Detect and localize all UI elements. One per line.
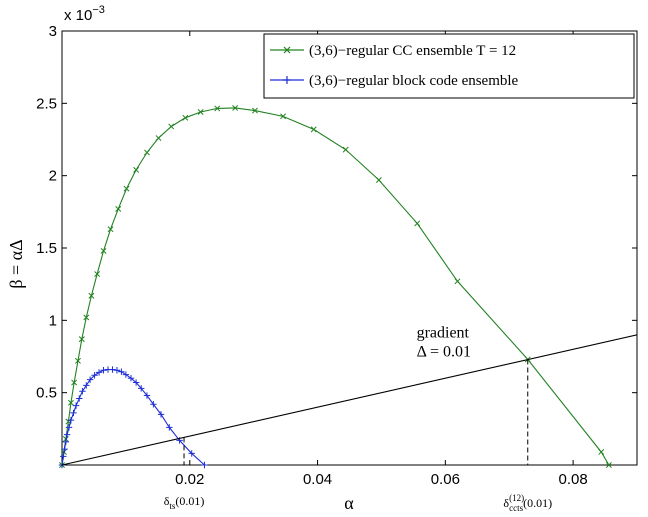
delta-ts-label: δts(0.01) (164, 494, 205, 511)
block-data-point-marker (127, 375, 135, 382)
y-tick-label: 3 (49, 23, 57, 40)
cc-data-point-marker (71, 379, 78, 386)
cc-data-point-marker (75, 357, 81, 364)
legend-label-cc: (3,6)−regular CC ensemble T = 12 (309, 43, 516, 59)
cc-data-point-marker (454, 278, 461, 285)
cc-data-point-marker (115, 205, 122, 212)
legend: (3,6)−regular CC ensemble T = 12 (3,6)−r… (263, 33, 635, 99)
x-tick-label: 0.02 (175, 471, 204, 488)
cc-data-point-marker (100, 247, 107, 254)
gradient-annotation-line1: gradient (417, 324, 470, 341)
cc-data-point-marker (83, 314, 90, 321)
cc-data-point-marker (94, 271, 101, 277)
legend-label-block: (3,6)−regular block code ensemble (309, 73, 519, 89)
block-data-point-marker (157, 411, 165, 418)
block-data-point-marker (67, 416, 75, 424)
y-tick-label: 2 (49, 168, 57, 185)
cc-data-point-marker (78, 336, 85, 343)
cc-data-point-marker (168, 123, 175, 130)
cc-data-point-marker (107, 226, 114, 233)
block-data-point-marker (86, 376, 94, 383)
cc-data-point-marker (605, 462, 612, 468)
series-layer (58, 105, 638, 469)
block-data-point-marker (70, 409, 77, 417)
cc-data-point-marker (251, 107, 258, 114)
x-axis-title: α (344, 493, 354, 513)
annotation-layer (183, 359, 529, 465)
cc-data-point-marker (197, 109, 204, 115)
block-data-point-marker (100, 367, 107, 374)
y-tick-label: 0.5 (36, 385, 57, 402)
cc-data-point-marker (133, 166, 140, 173)
legend-box (263, 33, 635, 99)
block-data-point-marker (76, 395, 83, 402)
y-tick-label: 1 (49, 312, 57, 329)
block-data-point-marker (113, 367, 121, 374)
cc-data-point-marker (310, 126, 317, 133)
block-data-point-marker (109, 366, 116, 373)
y-tick-label: 1.5 (36, 240, 57, 257)
block-data-point-marker (91, 372, 98, 379)
block-data-point-marker (132, 379, 140, 386)
legend-entry-block: (3,6)−regular block code ensemble (270, 73, 519, 89)
legend-entry-cc: (3,6)−regular CC ensemble T = 12 (270, 43, 516, 59)
ticks-layer: 0.02 0.04 0.06 0.08 0.5 1 1.5 2 2.5 3 (36, 23, 637, 488)
x-tick-label: 0.06 (431, 471, 460, 488)
block-code-line (61, 368, 205, 466)
gradient-line (61, 334, 638, 466)
cc-data-point-marker (214, 105, 221, 112)
block-data-point-marker (143, 392, 151, 399)
block-data-point-marker (60, 453, 67, 460)
cc-data-point-marker (123, 185, 130, 192)
gradient-annotation-line2: Δ = 0.01 (417, 343, 471, 360)
block-data-point-marker (79, 388, 86, 395)
cc-data-point-marker (155, 135, 162, 142)
block-data-point-marker (62, 438, 70, 446)
block-data-point-marker (83, 382, 90, 389)
x-tick-label: 0.08 (559, 471, 588, 488)
block-data-point-marker (166, 424, 173, 431)
block-data-point-marker (72, 402, 80, 409)
cc-data-point-marker (280, 113, 287, 120)
block-data-point-marker (61, 445, 68, 453)
cc-data-point-marker (342, 146, 349, 153)
cc-data-point-marker (144, 149, 150, 156)
delta-ccts-label: δ(12) ccts(0.01) (503, 493, 552, 513)
cc-data-point-marker (182, 114, 189, 121)
cc-ensemble-line (61, 107, 610, 466)
cc-data-point-marker (375, 177, 382, 183)
legend-marker-cc-icon (283, 46, 291, 54)
y-tick-label: 2.5 (36, 95, 57, 112)
cc-data-point-marker (88, 292, 95, 299)
block-data-point-marker (95, 369, 103, 376)
block-data-point-marker (122, 371, 130, 378)
block-data-point-marker (150, 401, 157, 408)
legend-marker-block-icon (283, 76, 291, 84)
block-data-point-marker (138, 385, 145, 392)
block-data-point-marker (188, 450, 195, 457)
block-data-point-marker (63, 431, 71, 438)
x-tick-label: 0.04 (303, 471, 332, 488)
cc-data-point-marker (598, 449, 605, 455)
cc-data-point-marker (232, 105, 239, 111)
block-data-point-marker (118, 368, 125, 375)
block-data-point-marker (65, 424, 73, 431)
cc-data-point-marker (414, 220, 421, 227)
y-axis-title: β = αΔ (6, 239, 26, 288)
cc-data-point-marker (67, 399, 74, 406)
block-data-point-marker (201, 461, 208, 469)
y-axis-multiplier: x 10−3 (64, 4, 105, 24)
